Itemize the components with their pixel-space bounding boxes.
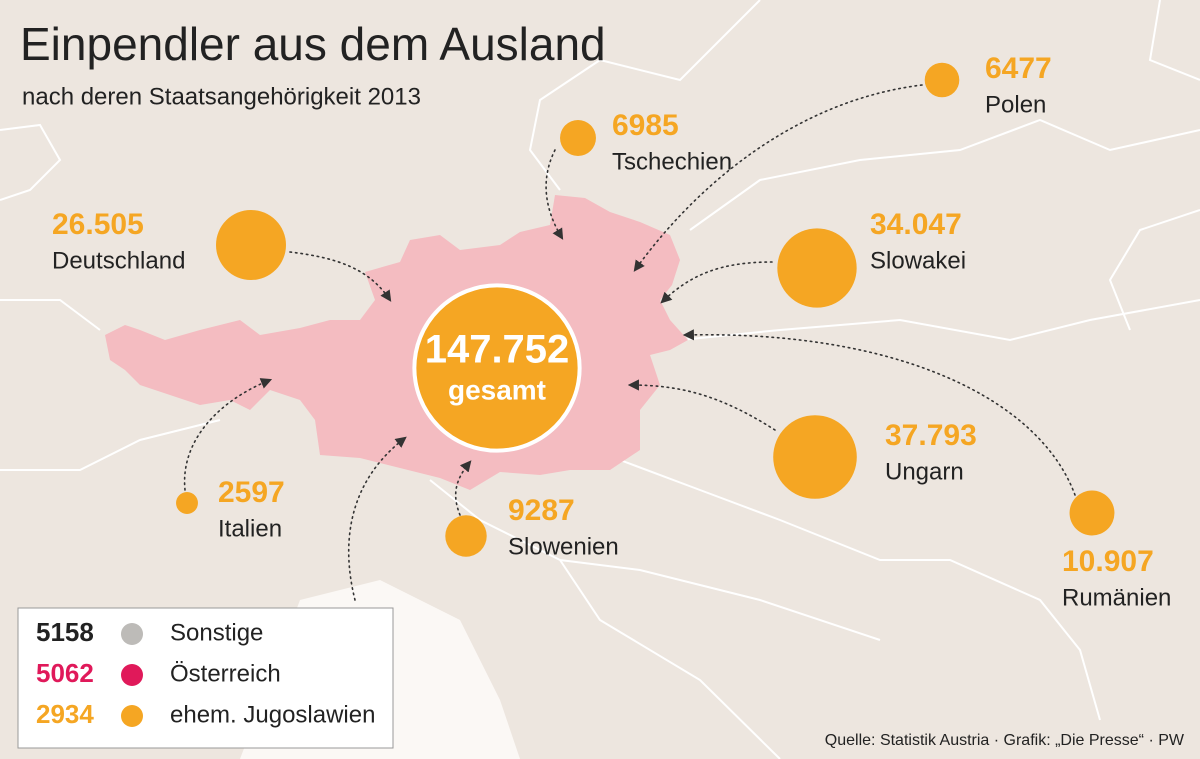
country-name: Italien — [218, 515, 282, 542]
country-bubble — [1069, 490, 1115, 536]
country-bubble — [216, 210, 286, 280]
country-value: 6985 — [612, 109, 679, 142]
total-bubble — [412, 283, 582, 453]
country-name: Tschechien — [612, 148, 732, 175]
country-name: Polen — [985, 91, 1046, 118]
source: Quelle: Statistik Austria · Grafik: „Die… — [825, 732, 1185, 749]
legend-value: 2934 — [36, 699, 94, 729]
country-value: 37.793 — [885, 419, 977, 452]
country-name: Deutschland — [52, 247, 185, 274]
legend-label: Österreich — [170, 660, 281, 687]
arrows — [183, 84, 1076, 601]
country-bubble — [445, 515, 487, 557]
title: Einpendler aus dem Ausland — [20, 18, 606, 70]
country-value: 10.907 — [1062, 545, 1154, 578]
country-bubble — [924, 62, 960, 98]
country-value: 6477 — [985, 52, 1052, 85]
legend-label: Sonstige — [170, 619, 263, 646]
country-name: Slowenien — [508, 533, 619, 560]
legend-value: 5062 — [36, 658, 94, 688]
legend-value: 5158 — [36, 617, 94, 647]
country-value: 9287 — [508, 494, 575, 527]
legend-swatch — [121, 623, 143, 645]
country-value: 26.505 — [52, 208, 144, 241]
legend-swatch — [121, 664, 143, 686]
country-name: Rumänien — [1062, 584, 1171, 611]
total-value: 147.752 — [425, 328, 570, 372]
country-name: Ungarn — [885, 458, 964, 485]
legend-box — [17, 607, 394, 749]
legend-label: ehem. Jugoslawien — [170, 701, 375, 728]
country-bubble — [176, 492, 198, 514]
country-bubble — [777, 228, 857, 308]
country-name: Slowakei — [870, 247, 966, 274]
subtitle: nach deren Staatsangehörigkeit 2013 — [22, 83, 421, 110]
country-bubble — [773, 415, 857, 499]
country-value: 2597 — [218, 476, 285, 509]
total-label: gesamt — [448, 374, 546, 405]
country-value: 34.047 — [870, 208, 962, 241]
country-bubble — [560, 120, 596, 156]
legend-swatch — [121, 705, 143, 727]
